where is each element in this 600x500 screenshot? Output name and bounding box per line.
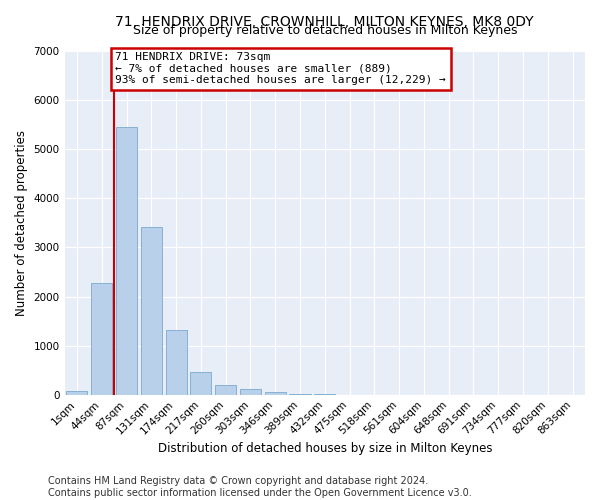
Bar <box>265 392 286 394</box>
X-axis label: Distribution of detached houses by size in Milton Keynes: Distribution of detached houses by size … <box>158 442 492 455</box>
Text: Contains HM Land Registry data © Crown copyright and database right 2024.
Contai: Contains HM Land Registry data © Crown c… <box>48 476 472 498</box>
Bar <box>141 227 162 394</box>
Bar <box>215 385 236 394</box>
Bar <box>116 127 137 394</box>
Bar <box>91 284 112 395</box>
Bar <box>190 372 211 394</box>
Text: Size of property relative to detached houses in Milton Keynes: Size of property relative to detached ho… <box>133 24 517 38</box>
Text: 71 HENDRIX DRIVE: 73sqm
← 7% of detached houses are smaller (889)
93% of semi-de: 71 HENDRIX DRIVE: 73sqm ← 7% of detached… <box>115 52 446 85</box>
Y-axis label: Number of detached properties: Number of detached properties <box>15 130 28 316</box>
Bar <box>166 330 187 394</box>
Bar <box>67 392 88 394</box>
Title: 71, HENDRIX DRIVE, CROWNHILL, MILTON KEYNES, MK8 0DY: 71, HENDRIX DRIVE, CROWNHILL, MILTON KEY… <box>115 15 534 29</box>
Bar <box>240 390 261 394</box>
